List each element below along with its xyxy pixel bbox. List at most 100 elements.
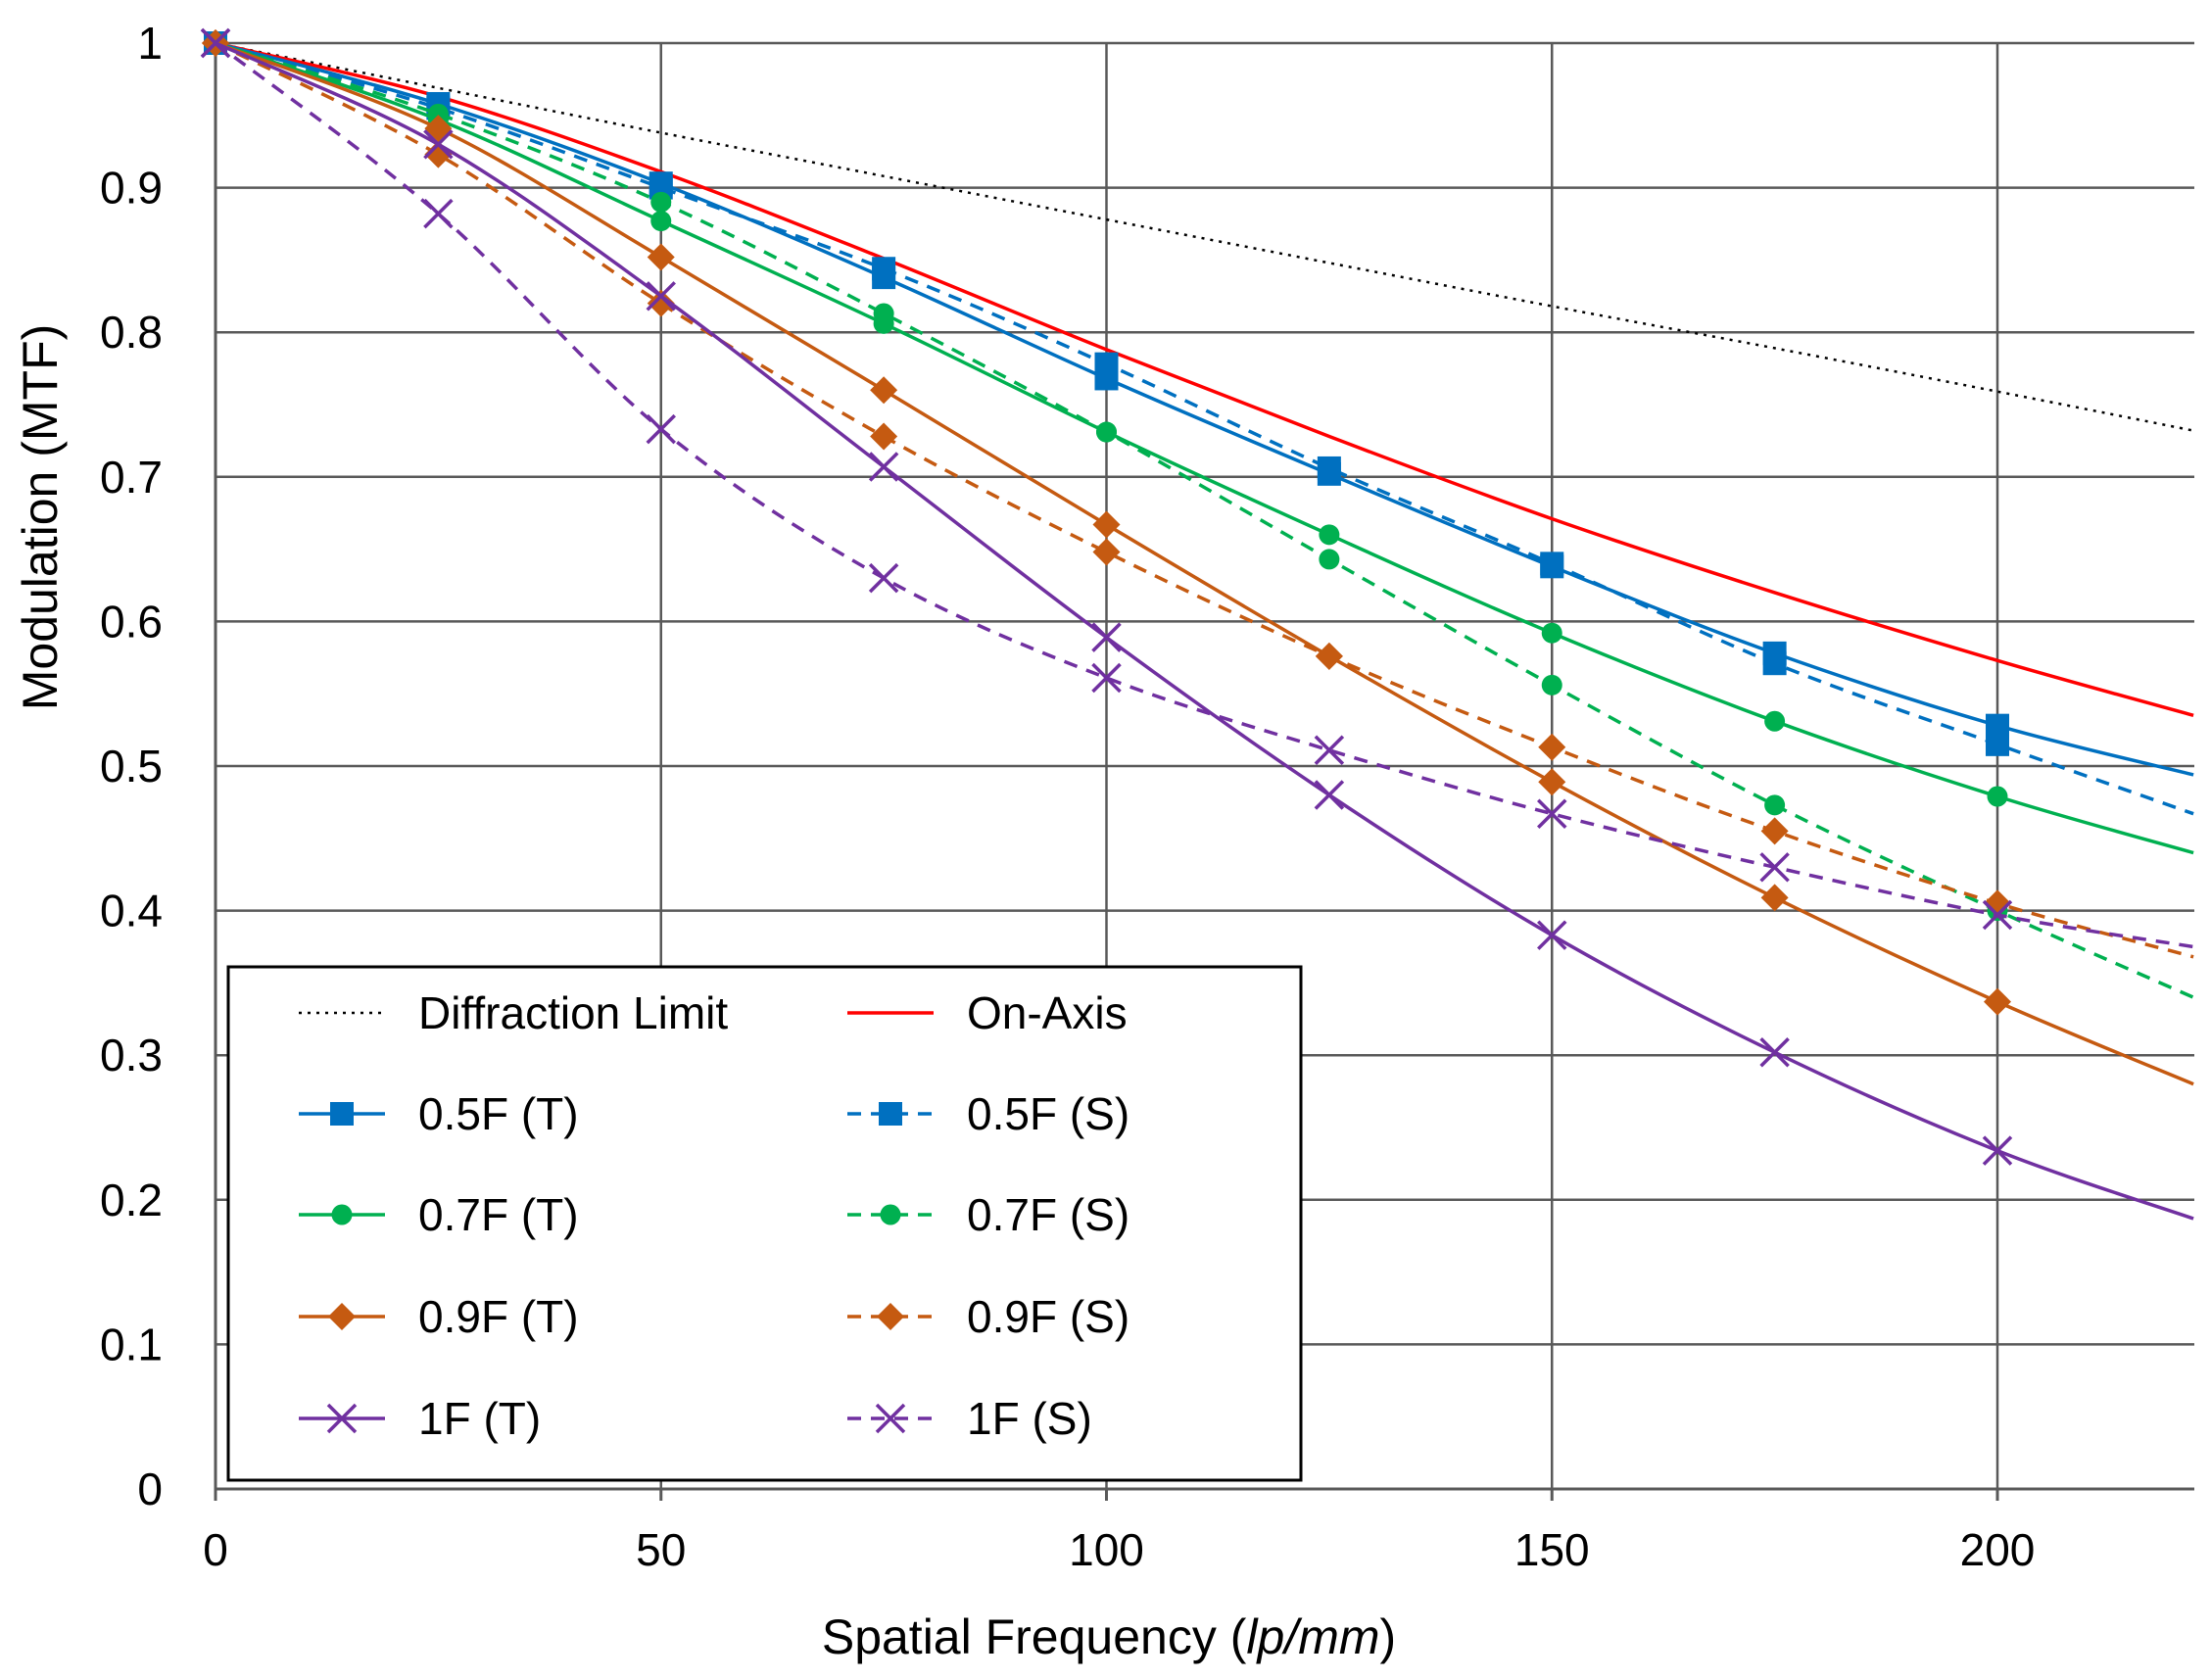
series-8-point-3 bbox=[868, 452, 899, 482]
x-tick-label-1: 50 bbox=[636, 1524, 686, 1575]
series-9 bbox=[200, 27, 2194, 949]
series-5-point-4 bbox=[1096, 421, 1117, 443]
series-9-point-5 bbox=[1314, 735, 1345, 766]
series-3-point-5 bbox=[1317, 456, 1341, 480]
series-4-point-2 bbox=[650, 211, 672, 232]
series-3-point-3 bbox=[872, 257, 896, 281]
series-5-point-3 bbox=[873, 303, 894, 324]
series-6-point-3 bbox=[870, 376, 898, 405]
series-9-point-0 bbox=[200, 27, 231, 59]
series-3-point-6 bbox=[1540, 552, 1564, 576]
y-tick-label-1: 0.1 bbox=[100, 1319, 163, 1369]
series-8 bbox=[200, 27, 2194, 1221]
series-7-point-5 bbox=[1315, 642, 1343, 670]
legend-label-7: 0.9F (S) bbox=[967, 1291, 1129, 1342]
legend-label-0: Diffraction Limit bbox=[418, 987, 728, 1038]
series-9-point-1 bbox=[423, 198, 454, 229]
series-line-0 bbox=[215, 41, 2194, 432]
y-tick-label-3: 0.3 bbox=[100, 1030, 163, 1080]
x-tick-label-3: 150 bbox=[1514, 1524, 1590, 1575]
legend-label-9: 1F (S) bbox=[967, 1393, 1092, 1444]
series-6-point-7 bbox=[1760, 884, 1789, 912]
legend-label-8: 1F (T) bbox=[418, 1393, 541, 1444]
series-7-point-3 bbox=[870, 422, 898, 451]
series-5-point-2 bbox=[650, 191, 672, 213]
legend-marker-6 bbox=[328, 1303, 356, 1330]
series-6-point-2 bbox=[647, 243, 675, 271]
y-tick-label-10: 1 bbox=[137, 18, 163, 69]
series-4-point-8 bbox=[1987, 786, 2008, 807]
series-line-4 bbox=[215, 41, 2194, 855]
x-tick-label-2: 100 bbox=[1069, 1524, 1144, 1575]
series-8-point-7 bbox=[1759, 1037, 1790, 1068]
series-3-point-7 bbox=[1762, 651, 1787, 676]
series-6-point-8 bbox=[1984, 987, 2011, 1016]
y-tick-label-0: 0 bbox=[137, 1464, 163, 1514]
series-7-point-6 bbox=[1538, 733, 1566, 761]
series-7-point-7 bbox=[1760, 817, 1789, 845]
series-1 bbox=[215, 41, 2194, 717]
x-axis-label: Spatial Frequency (lp/mm) bbox=[822, 1609, 1396, 1664]
legend-marker-9 bbox=[875, 1403, 906, 1434]
series-6-point-4 bbox=[1092, 510, 1121, 539]
series-9-point-3 bbox=[868, 562, 899, 594]
y-tick-label-6: 0.6 bbox=[100, 596, 163, 647]
legend-marker-4 bbox=[331, 1204, 353, 1225]
series-8-point-8 bbox=[1982, 1135, 2013, 1166]
series-9-point-7 bbox=[1759, 852, 1790, 883]
x-tick-labels: 0 50 100 150 200 bbox=[203, 1524, 2035, 1575]
series-line-6 bbox=[215, 41, 2194, 1086]
legend-label-1: On-Axis bbox=[967, 987, 1128, 1038]
series-0 bbox=[215, 41, 2194, 432]
series-line-3 bbox=[215, 41, 2194, 816]
series-3-point-4 bbox=[1094, 352, 1119, 376]
series-9-point-8 bbox=[1982, 899, 2013, 931]
legend-box bbox=[226, 965, 1303, 1482]
legend-marker-7 bbox=[877, 1303, 904, 1330]
legend-marker-5 bbox=[880, 1204, 901, 1225]
legend-label-6: 0.9F (T) bbox=[418, 1291, 579, 1342]
series-4-point-6 bbox=[1541, 622, 1562, 644]
series-8-point-5 bbox=[1314, 780, 1345, 810]
legend-label-5: 0.7F (S) bbox=[967, 1189, 1129, 1240]
y-tick-label-7: 0.7 bbox=[100, 452, 163, 503]
y-tick-label-9: 0.9 bbox=[100, 163, 163, 214]
series-5-point-5 bbox=[1319, 549, 1340, 570]
x-axis-label-main: Spatial Frequency ( bbox=[822, 1609, 1247, 1664]
y-axis-label: Modulation (MTF) bbox=[13, 324, 68, 711]
series-9-point-6 bbox=[1537, 798, 1567, 829]
series-line-2 bbox=[215, 41, 2194, 777]
series-8-point-2 bbox=[646, 281, 676, 312]
x-axis-label-unit: lp/mm bbox=[1246, 1609, 1379, 1664]
legend-label-2: 0.5F (T) bbox=[418, 1088, 579, 1139]
series-7-point-4 bbox=[1092, 538, 1121, 566]
legend-label-3: 0.5F (S) bbox=[967, 1088, 1129, 1139]
series-9-point-4 bbox=[1091, 662, 1122, 694]
x-axis-label-end: ) bbox=[1380, 1609, 1397, 1664]
series-4-point-7 bbox=[1764, 710, 1786, 732]
x-tick-label-0: 0 bbox=[203, 1524, 228, 1575]
axes bbox=[214, 43, 2194, 1501]
series-line-8 bbox=[215, 41, 2194, 1221]
y-tick-label-5: 0.5 bbox=[100, 741, 163, 792]
legend-marker-3 bbox=[879, 1102, 902, 1126]
legend-marker-8 bbox=[326, 1403, 358, 1434]
series-5-point-1 bbox=[427, 103, 449, 124]
series-7-point-2 bbox=[647, 289, 675, 317]
series-8-point-1 bbox=[423, 129, 454, 160]
series-8-point-6 bbox=[1537, 920, 1567, 950]
series-5-point-7 bbox=[1764, 794, 1786, 816]
series-line-1 bbox=[215, 41, 2194, 717]
y-tick-label-2: 0.2 bbox=[100, 1175, 163, 1225]
series-3-point-8 bbox=[1986, 732, 2009, 756]
y-tick-label-4: 0.4 bbox=[100, 886, 163, 936]
y-tick-label-8: 0.8 bbox=[100, 307, 163, 358]
series-layer bbox=[200, 27, 2194, 1221]
x-tick-label-4: 200 bbox=[1960, 1524, 2036, 1575]
legend: Diffraction Limit On-Axis 0.5F (T) 0.5F (S)… bbox=[226, 965, 1303, 1482]
legend-label-4: 0.7F (T) bbox=[418, 1189, 579, 1240]
legend-marker-2 bbox=[330, 1102, 354, 1126]
series-line-5 bbox=[215, 41, 2194, 999]
series-4-point-5 bbox=[1319, 524, 1340, 546]
